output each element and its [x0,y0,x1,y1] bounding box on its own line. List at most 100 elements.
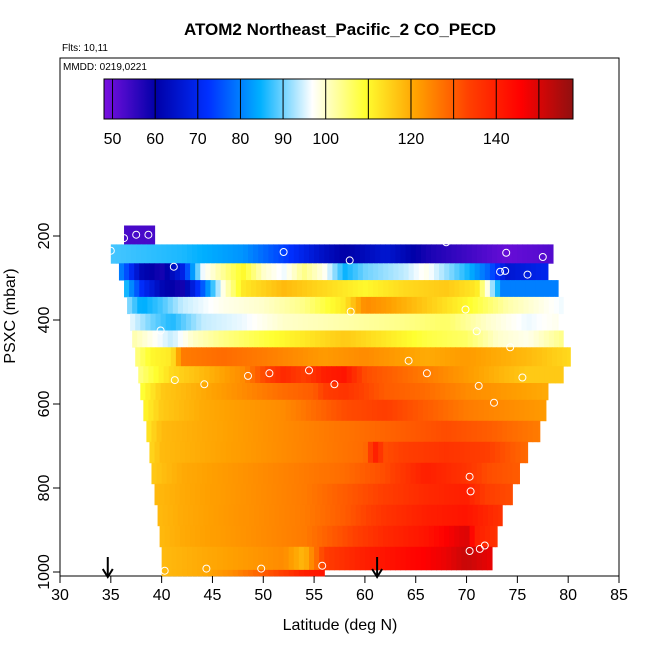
heatmap-cell [139,280,145,298]
heatmap-cell [130,313,136,331]
heatmap-cell [418,483,425,506]
heatmap-cell [144,280,151,298]
heatmap-cell [548,330,555,348]
heatmap-cell [245,280,252,298]
heatmap-cell [302,313,309,331]
heatmap-cell [482,330,489,348]
heatmap-cell [271,525,278,548]
heatmap-cell [434,483,440,506]
heatmap-cell [146,244,153,264]
heatmap-cell [214,399,221,422]
heatmap-cell [232,546,239,571]
heatmap-cell [484,525,491,548]
sample-point [160,566,169,575]
heatmap-cell [324,420,330,443]
heatmap-cell [179,525,186,548]
heatmap-cell [312,263,318,281]
heatmap-cell [222,244,229,264]
heatmap-cell [479,280,486,298]
heatmap-cell [277,313,284,331]
heatmap-cell [393,280,400,298]
heatmap-cell [482,504,489,527]
heatmap-cell [521,313,528,331]
heatmap-cell [367,483,374,506]
heatmap-cell [258,569,264,577]
heatmap-cell [367,525,374,548]
heatmap-cell [352,441,359,464]
heatmap-cell [237,546,244,571]
heatmap-cell [393,441,400,464]
heatmap-cell [378,525,384,548]
heatmap-cell [287,383,294,401]
heatmap-cell [350,330,357,348]
heatmap-cell [207,546,214,571]
heatmap-cell [188,504,194,527]
heatmap-cell [124,280,130,298]
heatmap-cell [393,263,400,281]
heatmap-cell [224,399,231,422]
heatmap-cell [464,441,471,464]
heatmap-cell [169,483,176,506]
heatmap-cell [466,244,473,264]
heatmap-cell [144,263,151,281]
heatmap-cell [317,525,323,548]
heatmap-cell [163,366,170,384]
heatmap-cell [472,330,479,348]
heatmap-cell [448,399,454,422]
heatmap-cell [271,280,278,298]
heatmap-cell [297,313,304,331]
heatmap-cell [228,504,235,527]
heatmap-cell [164,483,171,506]
heatmap-cell [553,296,560,315]
heatmap-cell [402,399,409,422]
heatmap-cell [282,347,289,367]
heatmap-cell [480,383,487,401]
heatmap-cell [242,244,249,264]
heatmap-cell [493,366,500,384]
heatmap-cell [342,263,349,281]
heatmap-cell [449,263,455,281]
heatmap-cell [190,441,196,464]
heatmap-cell [503,296,509,315]
heatmap-cell [536,347,543,367]
heatmap-cell [132,296,138,315]
heatmap-cell [553,330,560,348]
heatmap-cell [244,366,251,384]
heatmap-cell [428,280,435,298]
heatmap-cell [265,399,271,422]
heatmap-cell [153,399,160,422]
heatmap-cell [251,441,257,464]
heatmap-cell [297,347,304,367]
heatmap-cell [217,244,224,264]
heatmap-cell [261,483,267,506]
heatmap-cell [554,366,561,384]
heatmap-cell [509,399,515,422]
heatmap-cell [347,525,354,548]
heatmap-cell [158,366,165,384]
heatmap-cell [161,569,168,577]
heatmap-cell [374,347,380,367]
heatmap-row [146,420,541,443]
heatmap-cell [273,462,280,485]
heatmap-cell [204,366,210,384]
heatmap-cell [420,420,427,443]
heatmap-cell [422,399,429,422]
heatmap-cell [291,483,298,506]
heatmap-cell [193,330,199,348]
heatmap-cell [266,483,272,506]
heatmap-cell [231,347,238,367]
heatmap-cell [331,399,338,422]
heatmap-cell [166,569,173,577]
heatmap-cell [309,546,315,571]
heatmap-cell [405,420,412,443]
heatmap-cell [172,296,179,315]
heatmap-cell [528,330,535,348]
heatmap-cell [283,546,290,571]
heatmap-cell [261,263,267,281]
heatmap-cell [374,313,380,331]
heatmap-cell [398,525,405,548]
heatmap-cell [168,399,175,422]
heatmap-cell [165,383,172,401]
heatmap-cell [161,546,168,571]
heatmap-cell [535,280,542,298]
